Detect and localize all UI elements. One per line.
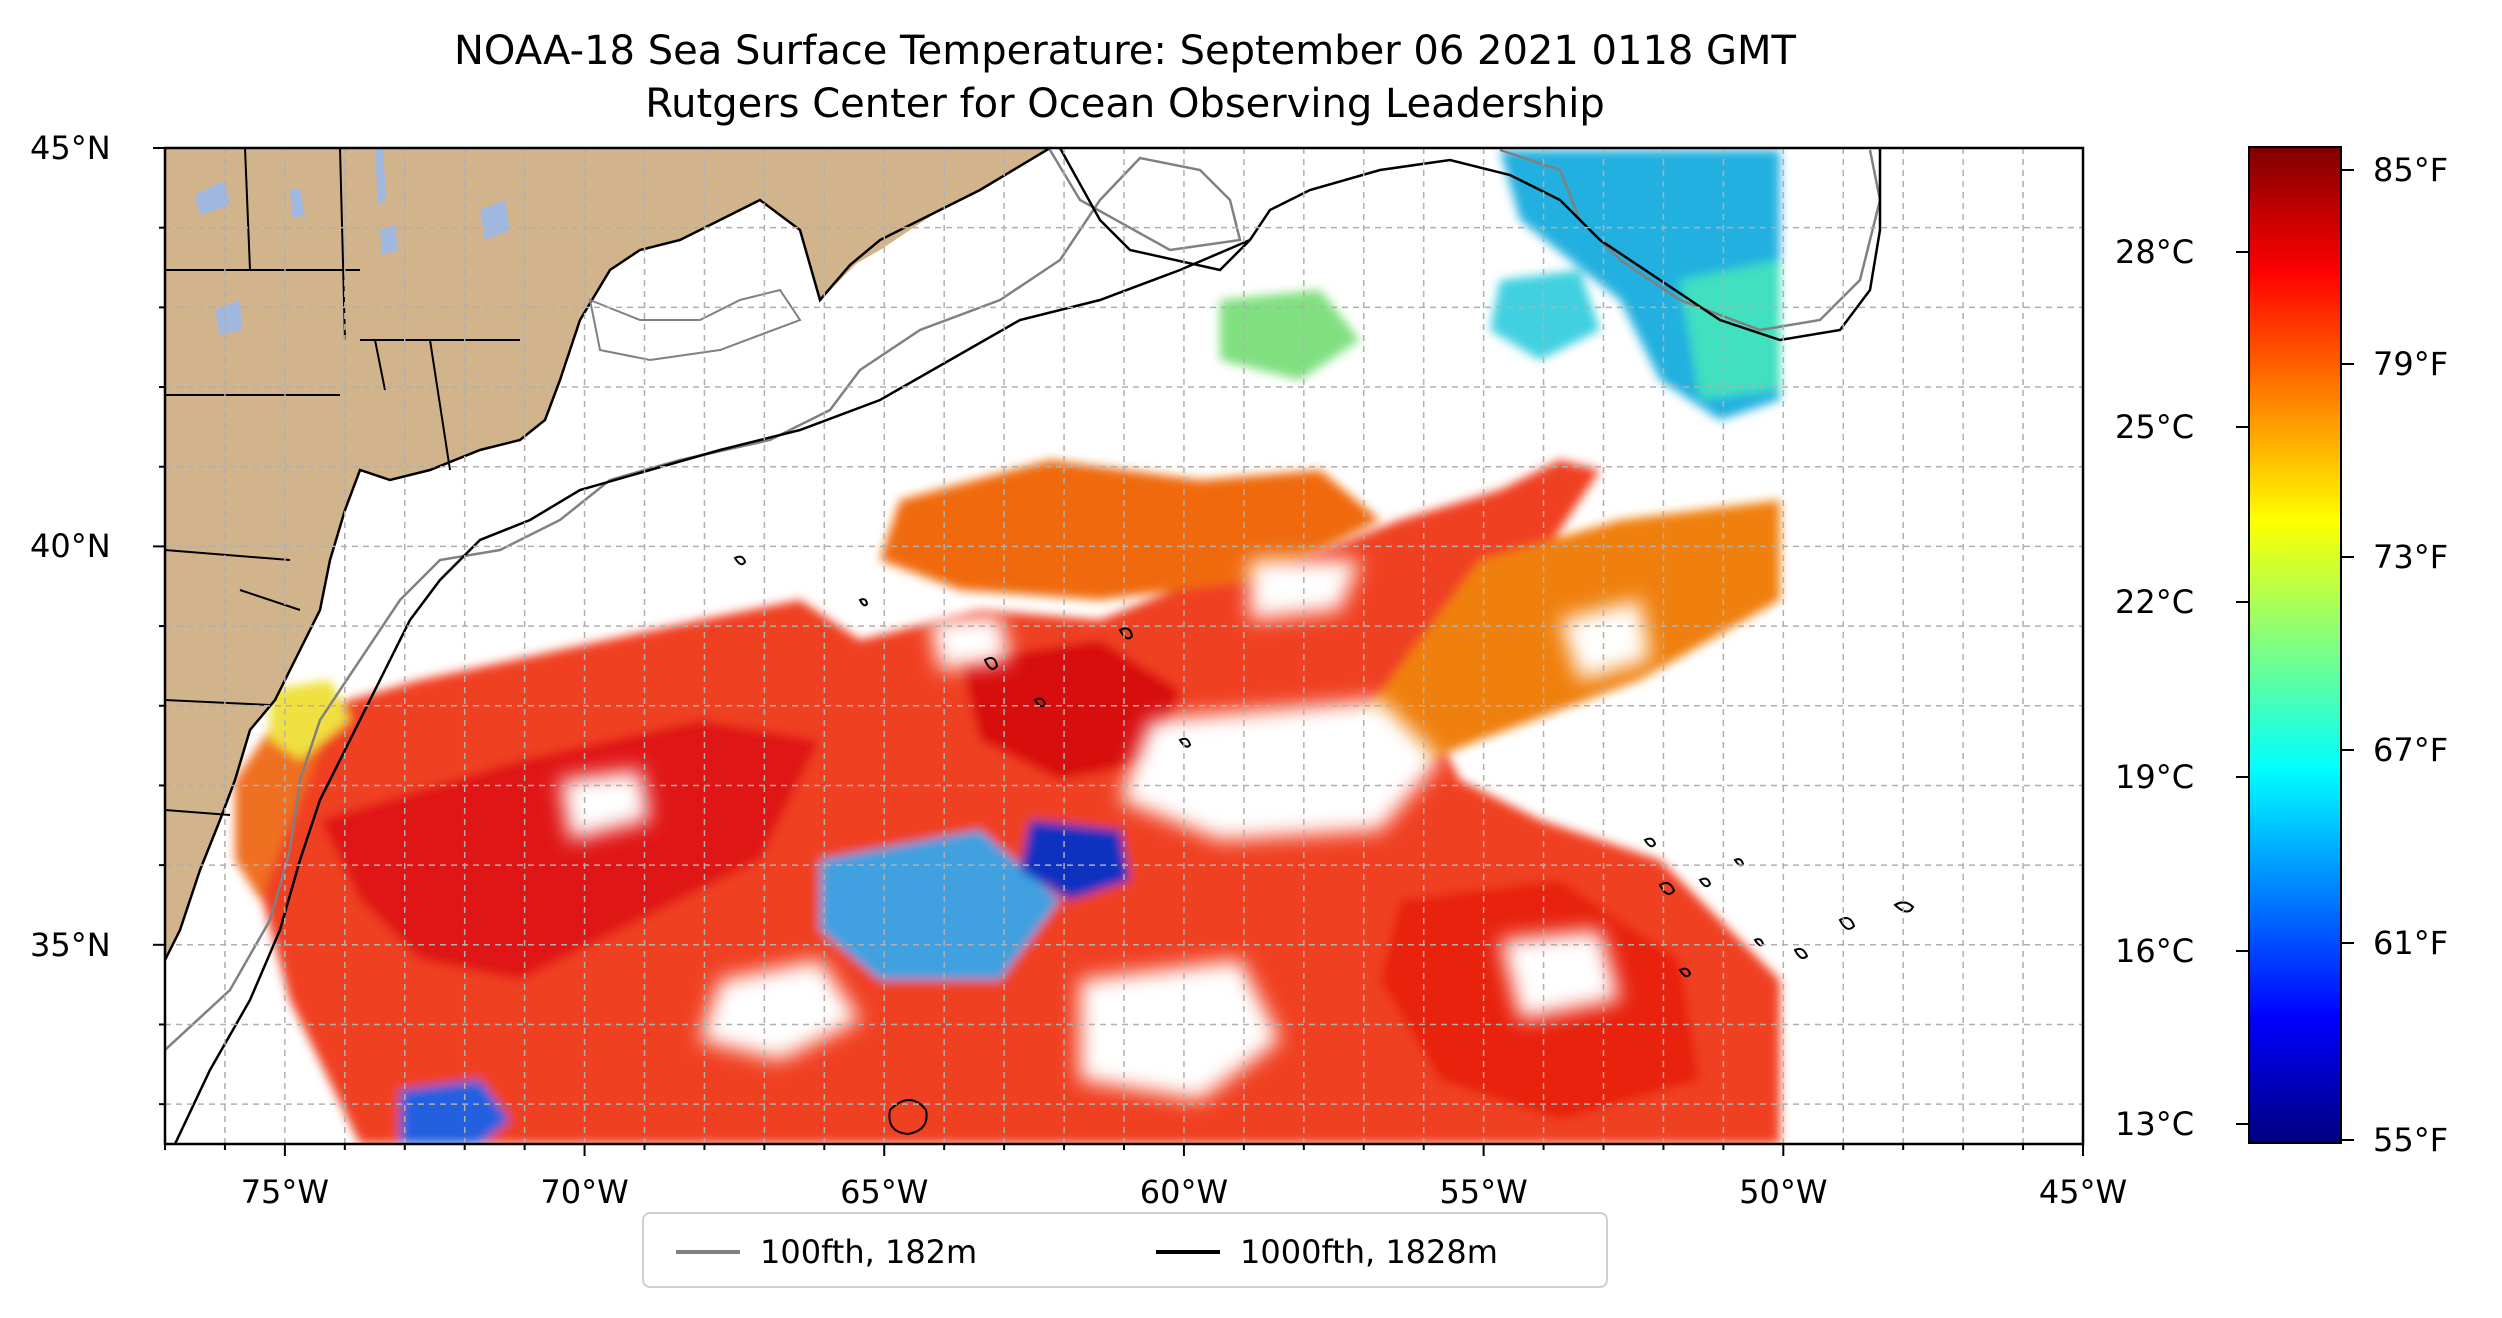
isobath-1000fth [173, 148, 1882, 1144]
tick-marks [153, 147, 2084, 1156]
sst-green-scatter [1220, 290, 1360, 380]
cloud-gaps [560, 560, 1650, 1100]
legend-label-100fth: 100fth, 182m [760, 1233, 978, 1271]
seamounts [733, 555, 1915, 1136]
lakes [195, 148, 510, 335]
lat-tick-label: 35°N [30, 925, 111, 964]
lon-tick-label: 70°W [540, 1173, 629, 1211]
colorbar [2248, 146, 2342, 1144]
grid-lines [165, 148, 2083, 1144]
colorbar-celsius-label: 19°C [2115, 758, 2195, 796]
map-subtitle: Rutgers Center for Ocean Observing Leade… [645, 81, 1605, 127]
colorbar-celsius-label: 25°C [2115, 408, 2195, 446]
legend-swatch-100fth [676, 1250, 740, 1254]
lon-tick-label: 50°W [1739, 1173, 1828, 1211]
lat-tick-label: 45°N [30, 129, 111, 167]
land [165, 148, 1050, 960]
sst-cool-center-2 [1020, 820, 1130, 900]
sst-yellow-shelf [270, 680, 350, 760]
sst-red-core-2 [960, 640, 1180, 780]
colorbar-celsius-label: 16°C [2115, 932, 2195, 970]
sst-blue-south [400, 1080, 510, 1144]
legend-item-1000fth: 1000fth, 1828m [1156, 1232, 1498, 1272]
lon-tick-label: 55°W [1439, 1173, 1528, 1211]
colorbar-celsius-label: 13°C [2115, 1105, 2195, 1143]
plot-area [165, 148, 2083, 1144]
colorbar-celsius-label: 28°C [2115, 233, 2195, 271]
coastline [165, 148, 1051, 961]
map-title: NOAA-18 Sea Surface Temperature: Septemb… [454, 28, 1796, 74]
lon-tick-label: 60°W [1139, 1173, 1229, 1211]
colorbar-celsius-label: 22°C [2115, 583, 2195, 621]
colorbar-fahrenheit-label: 67°F [2373, 731, 2449, 769]
isobath-100fth-east [1499, 148, 1882, 332]
sst-green-northeast [1680, 260, 1780, 400]
legend-item-100fth: 100fth, 182m [676, 1232, 977, 1272]
colorbar-fahrenheit-label: 55°F [2373, 1121, 2449, 1159]
sst-cyan-scatter [1490, 270, 1600, 360]
lat-tick-label: 40°N [30, 527, 111, 566]
colorbar-fahrenheit-label: 79°F [2373, 345, 2449, 383]
isobath-legend: 100fth, 182m 1000fth, 1828m [642, 1212, 1608, 1288]
colorbar-fahrenheit-label: 61°F [2373, 924, 2449, 962]
land-nova-scotia-2 [770, 148, 1040, 270]
colorbar-fahrenheit-label: 85°F [2373, 151, 2449, 189]
lon-tick-label: 45°W [2038, 1173, 2128, 1211]
legend-swatch-1000fth [1156, 1250, 1220, 1254]
lon-tick-label: 65°W [840, 1173, 929, 1211]
sst-cool-center [820, 830, 1060, 980]
colorbar-fahrenheit-label: 73°F [2373, 538, 2449, 576]
legend-label-1000fth: 1000fth, 1828m [1240, 1233, 1498, 1271]
lon-tick-label: 75°W [240, 1173, 330, 1211]
land-north-america [165, 148, 1050, 960]
isobath-100fth [165, 149, 1242, 1051]
isobath-100fth-inner [588, 288, 802, 362]
